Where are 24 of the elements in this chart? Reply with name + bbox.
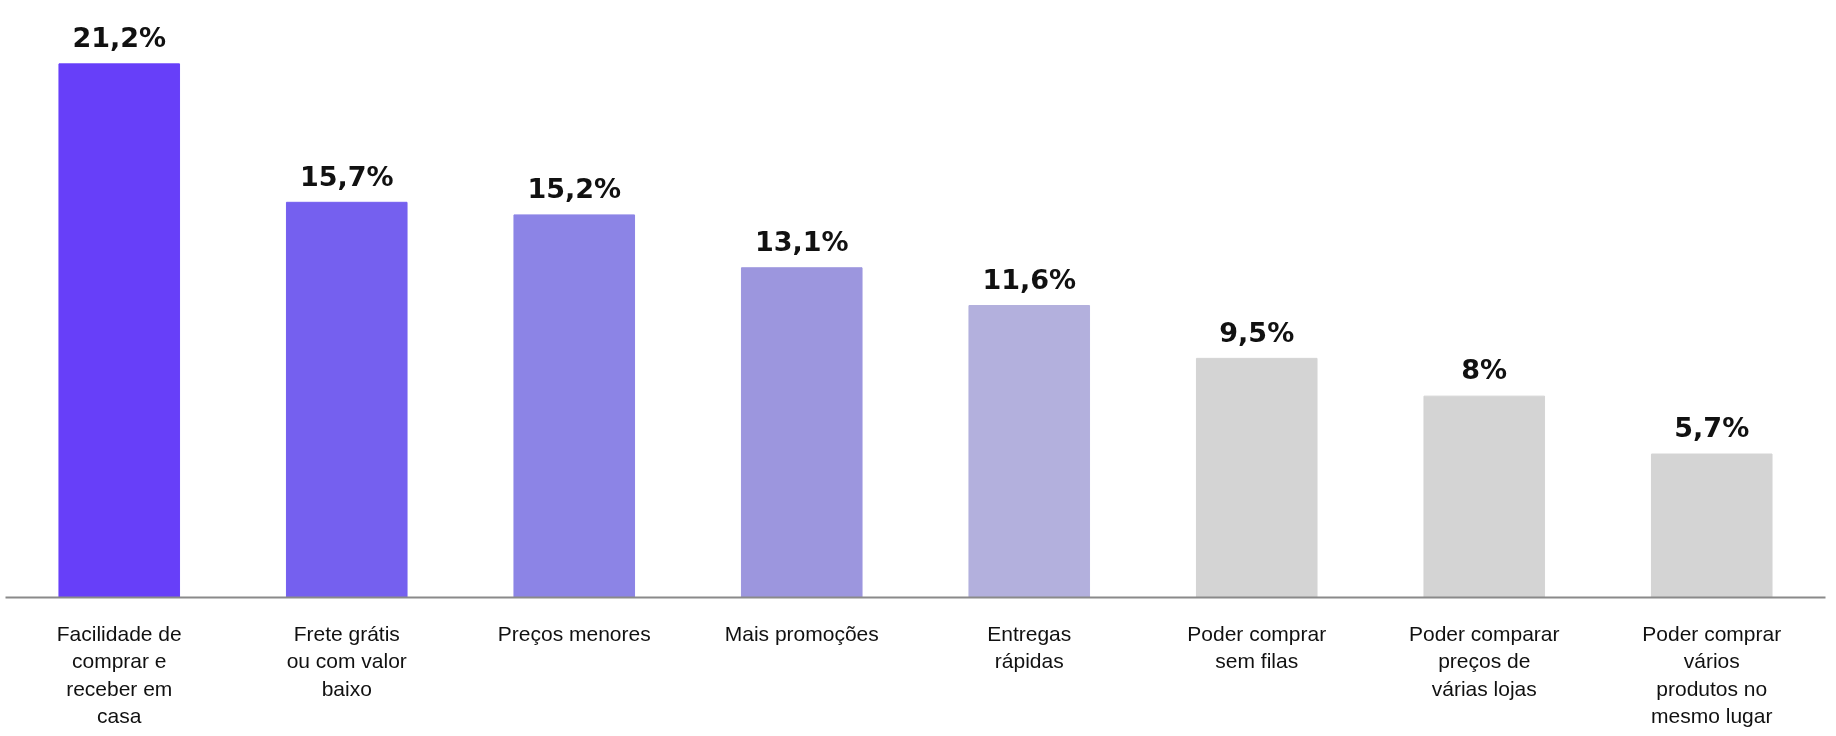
x-tick-label: Mais promoções [724,621,879,645]
bar [513,214,636,598]
x-tick-label: Poder comprar vários produtos no mesmo lugar [1642,621,1782,728]
data-label: 8% [1461,354,1508,386]
bar [1650,453,1773,598]
bar [740,267,863,598]
data-label: 21,2% [72,22,167,54]
data-label: 5,7% [1674,412,1750,444]
data-label: 13,1% [754,226,849,258]
x-tick-label: Entregas rápidas [987,621,1072,673]
data-label: 15,7% [299,160,394,192]
x-tick-label: Preços menores [497,621,651,645]
data-label: 11,6% [982,263,1077,295]
x-tick-label: Poder comprar sem filas [1187,621,1327,673]
x-tick-label: Frete grátis ou com valor baixo [286,621,407,700]
bar [1423,395,1546,598]
bar [1195,357,1318,598]
bar [285,201,408,598]
data-label: 15,2% [527,173,622,205]
x-tick-label: Facilidade de comprar e receber em casa [56,621,182,728]
bar [968,305,1091,598]
data-label: 9,5% [1219,316,1295,348]
x-tick-label: Poder comparar preços de várias lojas [1408,621,1560,700]
bar [58,63,181,598]
